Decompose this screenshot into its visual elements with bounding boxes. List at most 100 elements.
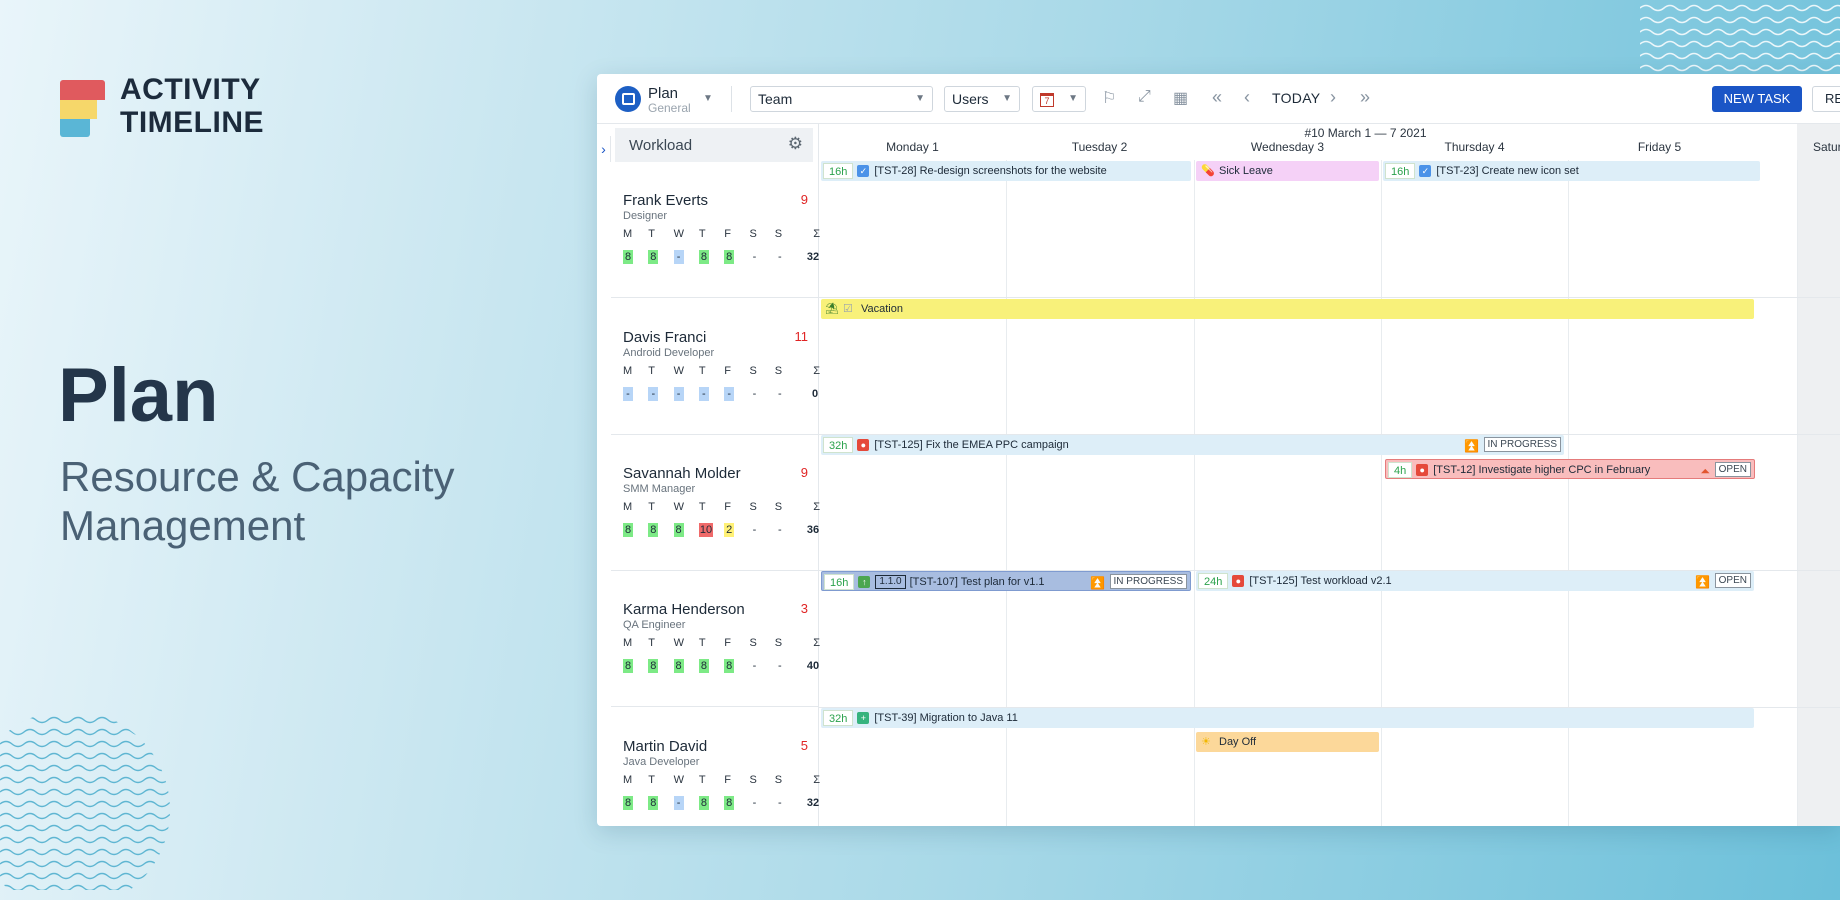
wave-decoration: [1640, 4, 1840, 72]
calendar-icon[interactable]: [615, 86, 641, 112]
today-button[interactable]: TODAY: [1272, 90, 1321, 106]
absence-bar[interactable]: ☀ Day Off: [1196, 732, 1379, 752]
wave-decoration: [0, 716, 170, 890]
task-bar[interactable]: 16h ↑ 1.1.0 [TST-107] Test plan for v1.1 ⏫ …: [821, 571, 1191, 591]
task-bar[interactable]: 24h ● [TST-125] Test workload v2.1 ⏫ OPEN: [1196, 571, 1754, 591]
task-bar[interactable]: 32h + [TST-39] Migration to Java 11: [821, 708, 1754, 728]
task-count: 3: [800, 601, 808, 616]
chevron-right-icon[interactable]: ›: [1330, 87, 1336, 107]
chevron-down-icon: ▼: [1068, 93, 1078, 104]
status-badge: OPEN: [1714, 573, 1751, 588]
toolbar: Plan General ▼ Team ▼ Users ▼ 7 ▼ ⚐ ⤢ ▦ …: [597, 74, 1840, 124]
workload-header: Workload ⚙: [615, 128, 813, 162]
estimate-badge: 16h: [1385, 163, 1416, 179]
divider: [731, 86, 732, 112]
absence-bar[interactable]: ⛱ ☑ Vacation: [821, 299, 1754, 319]
estimate-badge: 4h: [1388, 462, 1413, 478]
absence-title: Day Off: [1219, 736, 1257, 748]
absence-title: Sick Leave: [1219, 165, 1273, 177]
task-title: [TST-28] Re-design screenshots for the w…: [874, 165, 1107, 177]
daily-hours: 8 8-8 8- -32: [623, 796, 820, 810]
status-badge: OPEN: [1714, 462, 1751, 477]
task-bar[interactable]: 32h ● [TST-125] Fix the EMEA PPC campaign …: [821, 435, 1564, 455]
estimate-badge: 32h: [823, 437, 854, 453]
double-chevron-right-icon[interactable]: »: [1360, 87, 1371, 107]
calendar-grid: #10 March 1 — 7 2021 Monday 1 Tuesday 2 …: [819, 124, 1840, 826]
person-name: Martin David: [623, 738, 708, 755]
hero-title: Plan: [58, 353, 219, 438]
priority-highest-icon: ⏫: [1464, 439, 1479, 453]
person-role: Designer: [623, 210, 668, 222]
bug-type-icon: ●: [1416, 464, 1429, 476]
vacation-icon: ⛱: [825, 303, 839, 315]
chevron-down-icon[interactable]: ▼: [703, 93, 713, 104]
task-type-icon: ✓: [857, 165, 870, 177]
task-count: 11: [794, 329, 809, 344]
task-title: [TST-107] Test plan for v1.1: [909, 576, 1045, 588]
task-count: 5: [800, 738, 808, 753]
estimate-badge: 32h: [823, 710, 854, 726]
double-chevron-left-icon[interactable]: «: [1212, 87, 1223, 107]
app-window: Plan General ▼ Team ▼ Users ▼ 7 ▼ ⚐ ⤢ ▦ …: [597, 74, 1840, 826]
person-role: QA Engineer: [623, 619, 686, 631]
chevron-right-icon[interactable]: ›: [597, 136, 611, 162]
re-button[interactable]: RE: [1812, 86, 1840, 112]
person-role: Java Developer: [623, 756, 700, 768]
total-hours: 36: [806, 524, 820, 536]
person-name: Savannah Molder: [623, 465, 741, 482]
date-picker[interactable]: 7 ▼: [1032, 86, 1086, 112]
day-header: Tuesday 2: [1071, 140, 1128, 154]
flag-icon[interactable]: ⚐: [1102, 90, 1117, 107]
gear-icon[interactable]: ⚙: [787, 134, 803, 153]
status-badge: IN PROGRESS: [1483, 437, 1561, 452]
view-selector-label[interactable]: Plan: [648, 85, 679, 102]
person-name: Davis Franci: [623, 329, 707, 346]
task-bar[interactable]: 4h ● [TST-12] Investigate higher CPC in Fe…: [1385, 459, 1755, 479]
brand-name: ACTIVITY TIMELINE: [120, 73, 264, 139]
person-role: SMM Manager: [623, 483, 696, 495]
person-name: Karma Henderson: [623, 601, 745, 618]
total-hours: 32: [806, 251, 820, 263]
task-bar[interactable]: 16h ✓ [TST-28] Re-design screenshots for t…: [821, 161, 1191, 181]
daily-hours: -------0: [623, 384, 820, 402]
status-badge: IN PROGRESS: [1109, 574, 1187, 589]
daily-hours: 8 8-8 8- -32: [623, 250, 820, 264]
chevron-down-icon: ▼: [915, 93, 925, 104]
bug-type-icon: ●: [857, 439, 870, 451]
activity-timeline-logo-icon: [60, 78, 105, 137]
check-circle-icon: ☑: [843, 303, 853, 315]
view-selector-sublabel: General: [648, 101, 691, 115]
estimate-badge: 16h: [824, 574, 855, 590]
calendar-day-icon: 7: [1040, 93, 1054, 108]
week-label: #10 March 1 — 7 2021: [1304, 126, 1427, 140]
absence-bar[interactable]: 💊 Sick Leave: [1196, 161, 1379, 181]
total-hours: 40: [806, 660, 820, 672]
team-select[interactable]: Team ▼: [750, 86, 933, 112]
new-task-button[interactable]: NEW TASK: [1712, 86, 1802, 112]
version-badge: 1.1.0: [875, 575, 906, 589]
weekend-column: [1797, 124, 1840, 826]
task-count: 9: [800, 192, 808, 207]
users-select[interactable]: Users ▼: [944, 86, 1020, 112]
daily-hours: 8 8 8 8 8- -40: [623, 659, 820, 673]
task-bar[interactable]: 16h ✓ [TST-23] Create new icon set: [1383, 161, 1760, 181]
chevron-left-icon[interactable]: ‹: [1244, 87, 1250, 107]
calendar-grid-icon[interactable]: ▦: [1173, 90, 1189, 107]
task-title: [TST-23] Create new icon set: [1436, 165, 1579, 177]
task-count: 9: [800, 465, 808, 480]
estimate-badge: 16h: [823, 163, 854, 179]
fullscreen-icon[interactable]: ⤢: [1138, 88, 1151, 105]
day-header: Wednesday 3: [1250, 140, 1325, 154]
improvement-type-icon: ↑: [858, 576, 871, 588]
day-header: Monday 1: [886, 140, 939, 154]
